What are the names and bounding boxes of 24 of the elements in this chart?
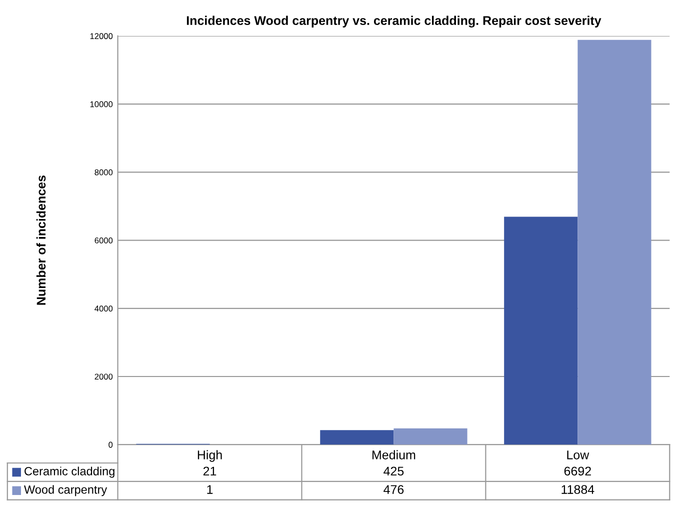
legend-label: Ceramic cladding	[24, 466, 114, 478]
bar	[320, 430, 394, 445]
chart-title: Incidences Wood carpentry vs. ceramic cladding. Repair cost severity	[186, 16, 602, 28]
data-label: 476	[384, 485, 404, 494]
y-tick-label: 10000	[90, 101, 113, 108]
legend-label: Wood carpentry	[24, 485, 108, 496]
x-tick-label: Low	[567, 450, 590, 460]
y-tick-label: 4000	[94, 306, 113, 312]
x-tick-label: High	[198, 450, 222, 462]
y-tick-label: 8000	[94, 169, 113, 176]
data-label: 425	[384, 466, 404, 476]
bar	[578, 40, 652, 445]
y-tick-label: 2000	[94, 374, 113, 380]
data-label: 6692	[564, 466, 591, 476]
data-label: 11884	[562, 485, 594, 494]
y-tick-label: 6000	[94, 237, 113, 244]
bar	[394, 428, 468, 445]
y-tick-label: 0	[108, 442, 113, 448]
data-label: 1	[207, 485, 213, 494]
x-tick-label: Medium	[372, 450, 416, 460]
bar	[504, 216, 578, 445]
y-tick-label: 12000	[90, 33, 113, 40]
data-label: 21	[203, 466, 216, 476]
y-axis-title: Number of incidences	[36, 176, 46, 305]
